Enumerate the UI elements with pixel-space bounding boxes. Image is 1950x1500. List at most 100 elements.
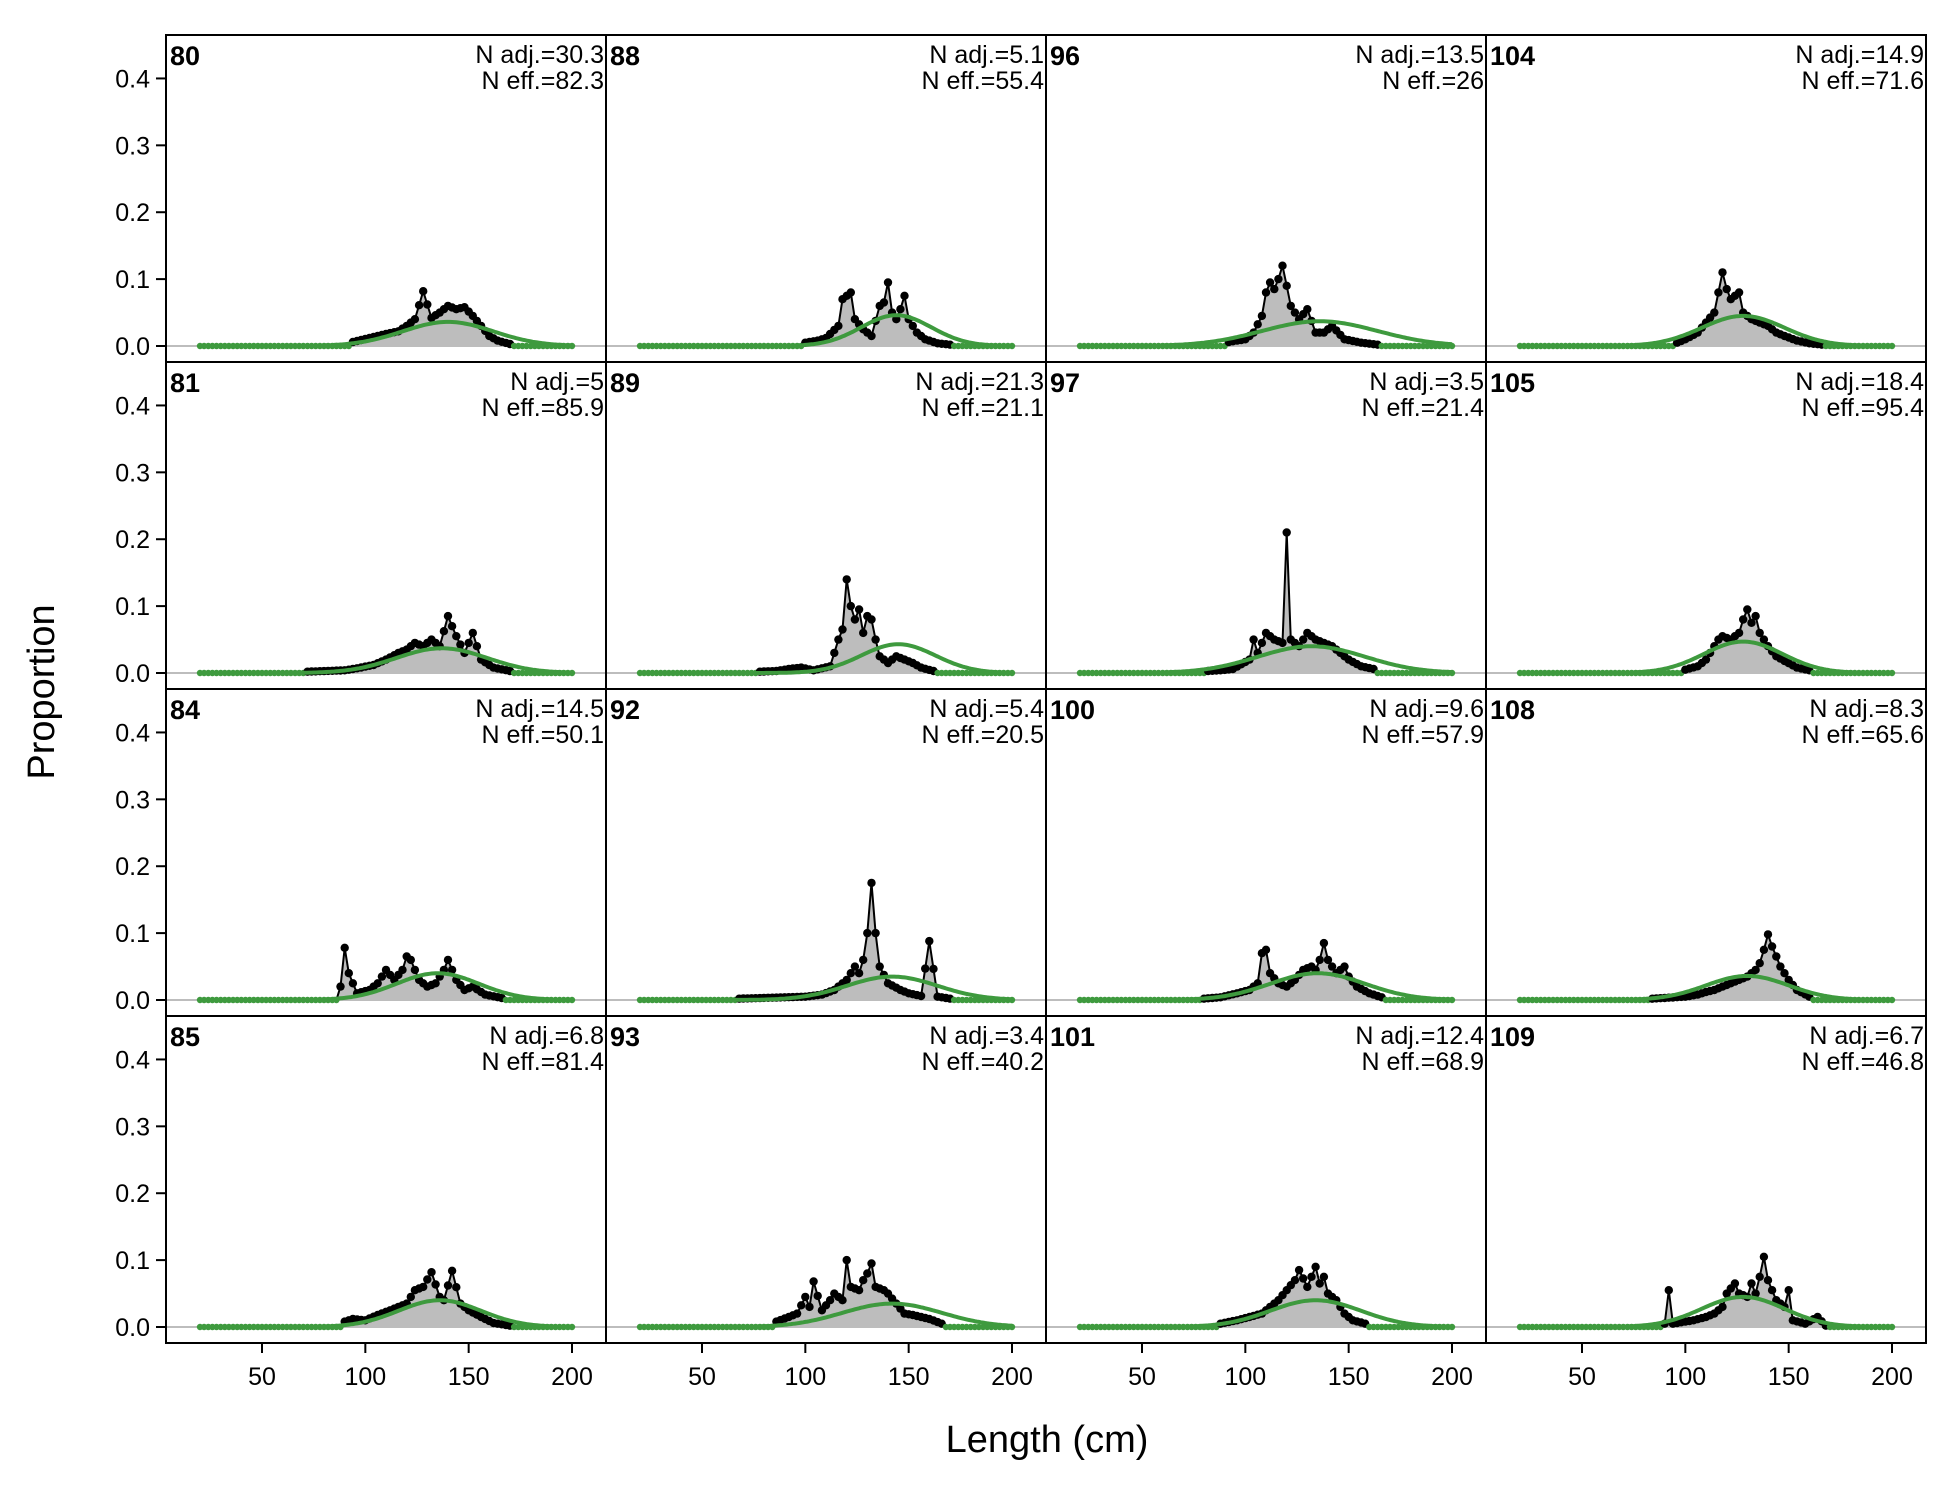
observed-point [867,331,876,341]
expected-line [1080,644,1453,675]
y-tick-label: 0.0 [115,333,150,361]
observed-point [916,991,926,1001]
observed-point [850,615,860,624]
expected-line [200,646,573,675]
observed-point [423,1275,432,1284]
observed-point [1261,288,1271,297]
observed-area [1080,943,1452,1000]
x-tick-label: 50 [1128,1363,1156,1391]
observed-point [472,642,482,651]
n-adj-label: N adj.=9.6 [1369,695,1484,723]
observed-point [863,928,872,938]
observed-point [447,965,457,975]
observed-point [1784,1286,1793,1295]
panel-year-label: 85 [170,1022,200,1052]
observed-point [867,1259,876,1268]
observed-point [925,936,934,946]
observed-point [1249,635,1258,644]
expected-line [1080,971,1453,1002]
observed-point [1303,305,1312,314]
observed-point [1755,959,1764,968]
x-tick-label: 100 [1224,1363,1266,1391]
observed-area [1080,1266,1452,1327]
observed-area [640,1260,1012,1327]
observed-point [1319,1272,1329,1282]
observed-area [640,579,1012,673]
x-tick-label: 200 [551,1363,593,1391]
panel-101: 101 N adj.=12.4N eff.=68.9 [1045,1015,1487,1344]
axes-layer: 0.0 0.1 0.2 0.3 0.4 0.0 0.1 0.2 0.3 0.4 0.0 0.1 0.2 0… [115,65,1913,1391]
observed-point [1270,284,1279,294]
observed-point [1730,1279,1740,1288]
n-eff-label: N eff.=68.9 [1361,1048,1484,1076]
panel-year-label: 97 [1050,368,1080,398]
y-tick-label: 0.4 [115,65,150,93]
observed-point [443,611,453,621]
observed-point [830,648,839,658]
n-adj-label: N adj.=3.4 [929,1022,1044,1050]
expected-line [640,313,1013,348]
observed-point [1315,1279,1324,1288]
n-adj-label: N adj.=21.3 [915,368,1044,396]
observed-area [200,1270,572,1327]
observed-point [1340,962,1349,971]
panel-year-label: 104 [1490,41,1535,71]
observed-point [838,625,847,634]
n-eff-label: N eff.=57.9 [1361,721,1484,749]
panels-layer: 80 N adj.=30.3N eff.=82.381 N adj.=5N eff.… [165,34,1927,1344]
observed-point [921,964,930,973]
y-tick-label: 0.2 [115,526,150,554]
y-tick-label: 0.3 [115,1113,150,1141]
observed-point [896,305,905,314]
observed-point [373,979,382,988]
observed-point [1303,1282,1312,1292]
panel-border [1485,1015,1927,1344]
n-adj-label: N adj.=14.5 [475,695,604,723]
observed-point [859,955,868,965]
n-eff-label: N eff.=82.3 [481,67,604,95]
observed-point [859,628,868,638]
expected-line [200,971,573,1002]
observed-point [1767,1286,1777,1295]
x-tick-label: 100 [784,1363,826,1391]
observed-point [464,638,473,648]
observed-line [640,579,1012,674]
observed-point [1759,945,1769,954]
observed-point [1763,930,1773,939]
observed-point [834,635,843,644]
observed-point [1751,611,1760,621]
y-tick-label: 0.4 [115,1046,150,1074]
n-adj-label: N adj.=14.9 [1795,41,1924,69]
observed-point [838,1296,847,1305]
observed-point [1718,1302,1727,1312]
panel-year-label: 96 [1050,41,1080,71]
panel-85: 85 N adj.=6.8N eff.=81.4 [165,1015,607,1344]
expected-line [1080,319,1453,348]
panel-96: 96 N adj.=13.5N eff.=26 [1045,34,1487,363]
y-tick-label: 0.3 [115,132,150,160]
observed-point [419,1282,428,1292]
observed-point [1701,655,1711,664]
observed-point [1278,638,1287,648]
panel-89: 89 N adj.=21.3N eff.=21.1 [605,361,1047,690]
panel-97: 97 N adj.=3.5N eff.=21.4 [1045,361,1487,690]
observed-point [431,979,440,988]
n-eff-label: N eff.=20.5 [921,721,1044,749]
observed-point [1253,320,1262,329]
panel-104: 104 N adj.=14.9N eff.=71.6 [1485,34,1927,363]
observed-point [1257,638,1267,648]
observed-area [640,882,1012,1000]
observed-point [1734,288,1744,297]
panel-year-label: 93 [610,1022,640,1052]
y-tick-label: 0.1 [115,920,150,948]
n-adj-label: N adj.=30.3 [475,41,604,69]
panel-year-label: 80 [170,41,200,71]
expected-line [1520,1294,1893,1329]
observed-point [867,615,876,624]
panel-year-label: 100 [1050,695,1095,725]
observed-point [809,1277,818,1286]
observed-point [854,605,864,614]
observed-point [427,1268,436,1277]
panel-84: 84 N adj.=14.5N eff.=50.1 [165,688,607,1017]
y-tick-label: 0.3 [115,459,150,487]
